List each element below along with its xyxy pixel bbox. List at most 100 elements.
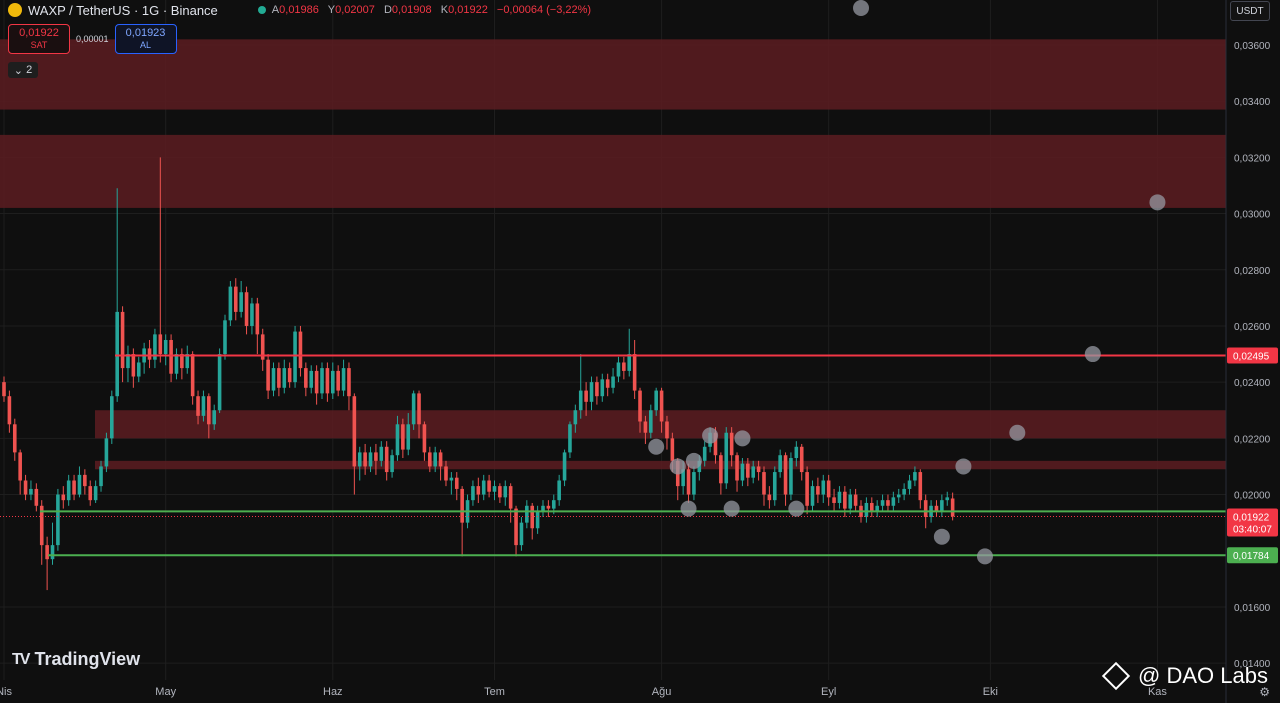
candle-body bbox=[843, 491, 847, 509]
candle bbox=[444, 460, 448, 487]
candle-body bbox=[379, 446, 384, 461]
candle bbox=[260, 328, 265, 371]
candle-body bbox=[309, 370, 314, 388]
candle bbox=[368, 446, 373, 473]
candle bbox=[767, 486, 772, 509]
candle-body bbox=[821, 480, 826, 495]
settings-gear-icon[interactable]: ⚙ bbox=[1259, 685, 1270, 699]
candle-body bbox=[438, 452, 443, 467]
candle-body bbox=[853, 494, 858, 506]
candle-body bbox=[83, 474, 87, 487]
candle-body bbox=[762, 472, 766, 495]
candle-body bbox=[330, 370, 335, 394]
candle-body bbox=[940, 500, 944, 512]
candle bbox=[692, 466, 696, 501]
candle-body bbox=[347, 368, 351, 397]
candle bbox=[357, 446, 362, 481]
candle bbox=[821, 474, 826, 503]
sell-button[interactable]: 0,01922 SAT bbox=[8, 24, 70, 54]
candle bbox=[891, 491, 896, 512]
projection-point bbox=[933, 528, 950, 545]
price-tick-label: 0,02800 bbox=[1234, 266, 1271, 277]
candle bbox=[816, 477, 820, 503]
candle-body bbox=[546, 505, 551, 509]
candle-body bbox=[735, 455, 739, 481]
candle bbox=[320, 362, 324, 400]
candle bbox=[438, 449, 443, 481]
trade-panel: 0,01922 SAT 0,00001 0,01923 AL bbox=[8, 24, 177, 54]
candle bbox=[702, 441, 707, 467]
candle bbox=[223, 314, 227, 360]
candle bbox=[789, 452, 793, 501]
candle bbox=[886, 494, 890, 512]
projection-point bbox=[1009, 424, 1026, 441]
candle bbox=[433, 446, 437, 473]
candle-body bbox=[589, 382, 594, 402]
candle bbox=[541, 500, 545, 518]
currency-selector[interactable]: USDT bbox=[1230, 1, 1270, 21]
time-tick-label: Ağu bbox=[652, 686, 672, 698]
candle bbox=[934, 500, 939, 518]
candle bbox=[519, 517, 524, 551]
time-tick-label: Eyl bbox=[821, 686, 836, 698]
candle bbox=[201, 390, 206, 422]
candle bbox=[363, 443, 367, 475]
candle bbox=[460, 486, 464, 557]
candle-body bbox=[654, 390, 658, 411]
candle-body bbox=[659, 390, 664, 422]
candle bbox=[449, 472, 454, 495]
candle-body bbox=[519, 522, 524, 546]
candle-body bbox=[433, 452, 437, 467]
candle-body bbox=[907, 480, 912, 489]
candle-body bbox=[751, 466, 756, 478]
projection-point bbox=[734, 430, 751, 447]
time-axis: Nis May Haz Tem Ağu Eyl Eki Kas bbox=[0, 686, 1167, 698]
price-tick-label: 0,02000 bbox=[1234, 491, 1271, 502]
candle bbox=[864, 497, 869, 523]
resistance-price-label: 0,02495 bbox=[1227, 347, 1278, 364]
candle bbox=[762, 466, 766, 506]
candle bbox=[309, 365, 314, 394]
candle-body bbox=[228, 286, 233, 321]
candle bbox=[287, 362, 292, 388]
candle-body bbox=[93, 486, 98, 501]
candle-body bbox=[799, 446, 804, 473]
candle bbox=[746, 458, 750, 487]
candle bbox=[282, 359, 287, 394]
candle-body bbox=[713, 432, 718, 456]
candle bbox=[196, 390, 200, 425]
candle-body bbox=[7, 396, 12, 425]
candle-body bbox=[622, 362, 626, 371]
candle bbox=[72, 474, 76, 501]
countdown-text: 03:40:07 bbox=[1233, 524, 1272, 535]
candle-body bbox=[487, 480, 491, 492]
candle-body bbox=[244, 292, 249, 326]
candle-body bbox=[444, 466, 448, 481]
candle bbox=[110, 390, 114, 444]
candle bbox=[573, 404, 578, 433]
buy-button[interactable]: 0,01923 AL bbox=[114, 24, 177, 54]
supply-zone bbox=[0, 39, 1226, 110]
candle-body bbox=[56, 494, 60, 546]
candle bbox=[50, 522, 55, 565]
candle bbox=[428, 446, 432, 473]
candle bbox=[837, 486, 842, 509]
candle bbox=[503, 480, 508, 506]
candle bbox=[56, 488, 60, 551]
indicators-toggle[interactable]: ⌄ 2 bbox=[8, 62, 38, 78]
support-price-label: 0,01784 bbox=[1227, 547, 1278, 564]
candle-body bbox=[837, 491, 842, 503]
candle-body bbox=[401, 424, 405, 450]
candle-body bbox=[670, 438, 675, 461]
candle-body bbox=[352, 396, 357, 467]
candle-body bbox=[422, 424, 427, 453]
candle-body bbox=[180, 354, 184, 369]
candle bbox=[659, 387, 664, 433]
candle bbox=[239, 280, 243, 318]
candle bbox=[395, 415, 400, 461]
candle-body bbox=[896, 494, 901, 498]
candle-body bbox=[508, 486, 513, 509]
candle-body bbox=[169, 340, 173, 374]
symbol-title[interactable]: WAXP / TetherUS · 1G · Binance bbox=[28, 2, 218, 18]
